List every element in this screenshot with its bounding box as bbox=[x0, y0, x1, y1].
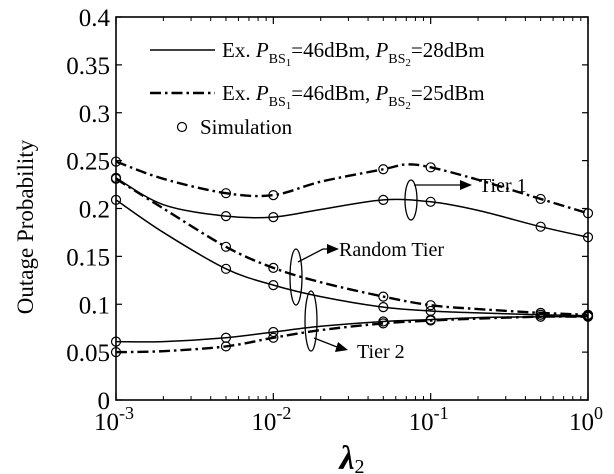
series-line-tier1-dashdot bbox=[115, 160, 589, 215]
simulation-marker bbox=[535, 307, 546, 318]
simulation-marker bbox=[220, 241, 232, 252]
series-line-random-dashdot bbox=[115, 177, 589, 316]
legend-entry-solid: Ex. PBS1=46dBm, PBS2=28dBm bbox=[222, 38, 485, 69]
random-tier-ellipse bbox=[289, 248, 303, 306]
annotation-tier2: Tier 2 bbox=[304, 290, 405, 363]
random-tier-arrow-head bbox=[327, 244, 339, 254]
simulation-marker bbox=[378, 318, 389, 329]
simulation-marker bbox=[425, 162, 436, 173]
y-tick-label: 0.2 bbox=[79, 197, 110, 224]
simulation-marker bbox=[268, 262, 279, 273]
x-tick-label: 10-3 bbox=[94, 403, 134, 436]
legend: Ex. PBS1=46dBm, PBS2=28dBm Ex. PBS1=46dB… bbox=[150, 38, 485, 139]
y-tick-label: 0 bbox=[98, 388, 111, 415]
series-line-tier2-dashdot bbox=[115, 315, 589, 354]
simulation-marker bbox=[425, 300, 436, 311]
simulation-marker bbox=[220, 263, 232, 274]
simulation-marker bbox=[378, 291, 389, 302]
simulation-marker bbox=[268, 212, 279, 223]
simulation-marker bbox=[268, 189, 279, 201]
y-tick-label: 0.15 bbox=[66, 244, 110, 271]
series-line-tier2-solid bbox=[115, 315, 589, 343]
simulation-marker bbox=[425, 315, 436, 326]
tier2-arrow-line bbox=[313, 337, 338, 348]
legend-entry-simulation: Simulation bbox=[200, 115, 293, 139]
tier2-arrow-head bbox=[335, 342, 348, 352]
random-tier-arrow-line bbox=[297, 248, 324, 263]
random-tier-label: Random Tier bbox=[339, 239, 444, 261]
annotation-tier1: Tier 1 bbox=[404, 175, 527, 221]
series-layer bbox=[115, 160, 589, 354]
y-tick-label: 0.1 bbox=[79, 292, 110, 319]
legend-entry-dashdot: Ex. PBS1=46dBm, PBS2=25dBm bbox=[222, 81, 485, 112]
y-axis-label: Outage Probability bbox=[13, 139, 38, 314]
simulation-marker bbox=[535, 193, 546, 205]
series-line-tier1-solid bbox=[115, 177, 589, 238]
simulation-marker bbox=[220, 188, 232, 199]
simulation-marker bbox=[268, 332, 279, 343]
tier1-label: Tier 1 bbox=[479, 175, 527, 197]
simulation-marker bbox=[220, 211, 232, 222]
y-tick-label: 0.3 bbox=[79, 101, 110, 128]
tier2-ellipse bbox=[304, 290, 318, 352]
simulation-marker bbox=[378, 194, 389, 205]
tier2-label: Tier 2 bbox=[357, 341, 405, 363]
simulation-marker bbox=[268, 326, 279, 338]
tier1-ellipse bbox=[404, 179, 418, 221]
x-tick-label: 10-2 bbox=[251, 403, 291, 436]
x-tick-label: 100 bbox=[569, 403, 603, 436]
simulation-marker bbox=[220, 341, 232, 352]
x-axis-label: λ2 bbox=[337, 440, 364, 474]
simulation-marker bbox=[268, 280, 279, 291]
simulation-marker bbox=[535, 221, 546, 232]
simulation-marker bbox=[425, 196, 436, 207]
y-tick-label: 0.25 bbox=[66, 149, 110, 176]
tier1-arrow-head bbox=[460, 180, 472, 190]
y-tick-label: 0.35 bbox=[66, 53, 110, 80]
legend-swatch-marker bbox=[176, 121, 188, 133]
simulation-marker bbox=[535, 311, 546, 322]
simulation-marker bbox=[378, 302, 389, 313]
x-tick-label: 10-1 bbox=[409, 403, 449, 436]
series-line-random-solid bbox=[115, 199, 589, 317]
plot-frame bbox=[115, 16, 589, 401]
simulation-marker bbox=[378, 164, 389, 175]
y-tick-label: 0.05 bbox=[66, 340, 110, 367]
axis-ticks: 0 0.05 0.1 0.15 0.2 0.25 0.3 0.35 0.4 10-3 10-2 10-… bbox=[66, 5, 603, 436]
y-tick-label: 0.4 bbox=[79, 5, 111, 32]
annotation-random-tier: Random Tier bbox=[289, 239, 444, 306]
